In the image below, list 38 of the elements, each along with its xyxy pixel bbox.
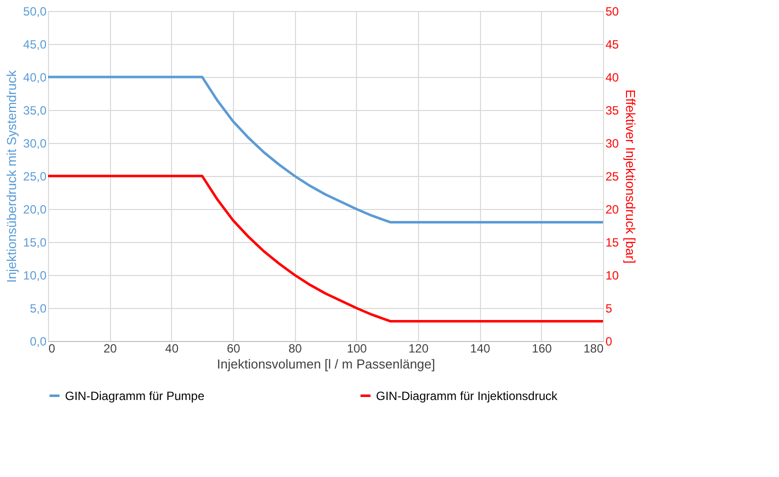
y2-tick-label: 35: [606, 104, 620, 118]
x-tick-label: 140: [470, 342, 490, 356]
y2-tick-label: 40: [606, 70, 620, 84]
y2-tick-label: 15: [606, 236, 620, 250]
y2-tick-label: 25: [606, 170, 620, 184]
y2-tick-label: 10: [606, 268, 620, 282]
x-tick-label: 180: [583, 342, 604, 356]
y2-tick-label: 5: [606, 302, 612, 316]
x-tick-label: 20: [103, 342, 118, 356]
x-tick-label: 0: [48, 342, 56, 356]
y2-axis-title: Effektiver Injektionsdruck [bar]: [622, 90, 638, 264]
y-tick-label: 50,0: [23, 4, 47, 18]
x-tick-label: 100: [346, 342, 368, 356]
y2-tick-label: 20: [606, 202, 620, 216]
x-tick-label: 40: [165, 342, 179, 356]
x-tick-label: 80: [288, 342, 302, 356]
x-tick-label: 60: [226, 342, 240, 356]
y-tick-label: 35,0: [23, 104, 47, 118]
legend-label: GIN-Diagramm für Injektionsdruck: [376, 388, 558, 403]
y-tick-label: 5,0: [30, 302, 47, 316]
y-tick-label: 40,0: [23, 70, 47, 84]
y-tick-label: 30,0: [23, 136, 47, 150]
x-tick-label: 160: [532, 342, 552, 356]
x-tick-label: 120: [408, 342, 429, 356]
y-tick-label: 45,0: [23, 38, 47, 52]
y-axis-title: Injektionsüberdruck mit Systemdruck: [4, 70, 20, 283]
y-tick-label: 10,0: [23, 268, 47, 282]
y2-tick-label: 45: [606, 38, 620, 52]
y-tick-label: 0,0: [30, 334, 47, 348]
line-series: [46, 76, 604, 224]
legend-label: GIN-Diagramm für Pumpe: [65, 388, 205, 403]
line-series: [46, 174, 604, 322]
y-tick-label: 15,0: [23, 236, 47, 250]
y-tick-label: 20,0: [23, 202, 47, 216]
x-axis-title: Injektionsvolumen [l / m Passenlänge]: [216, 356, 436, 372]
y-tick-label: 25,0: [23, 170, 47, 184]
y2-tick-label: 30: [606, 136, 620, 150]
y2-tick-label: 50: [606, 4, 620, 18]
